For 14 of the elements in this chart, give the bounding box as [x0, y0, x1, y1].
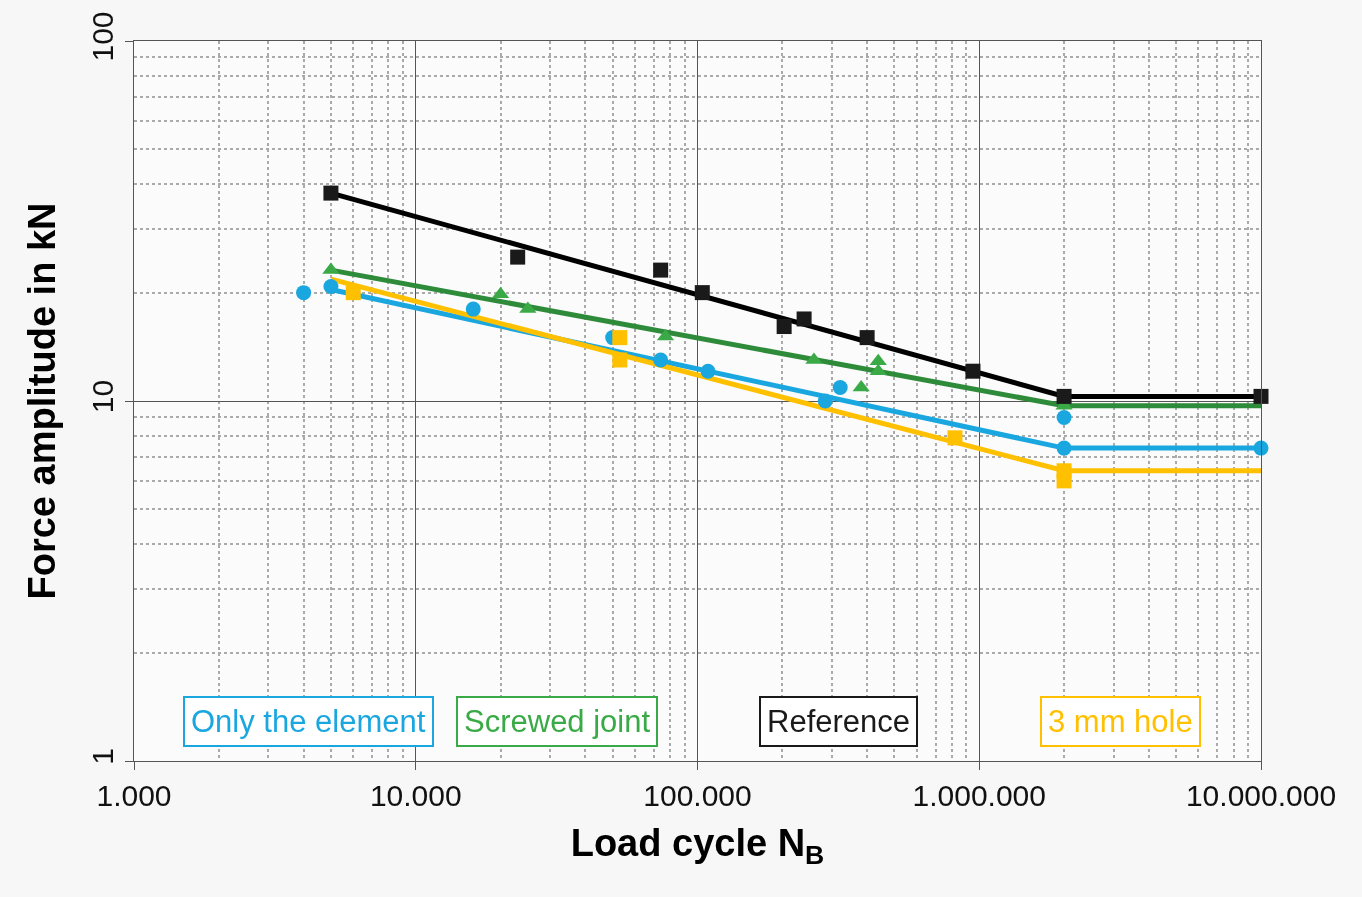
x-tick-label: 1.000 — [96, 779, 172, 812]
y-tick-label: 100 — [86, 11, 119, 62]
x-tick-label: 100.000 — [643, 779, 752, 812]
text: Screwed joint — [464, 704, 651, 739]
text: 3 mm hole — [1048, 704, 1193, 739]
y-axis-title: Force amplitude in kN — [21, 202, 64, 600]
text: Reference — [767, 704, 911, 739]
y-tick-label: 10 — [86, 379, 119, 414]
x-axis-title: Load cycle N$_{B}$ — [570, 822, 825, 871]
y-tick-label: 1 — [86, 748, 119, 765]
x-tick-label: 10.000.000 — [1185, 779, 1337, 812]
x-tick-label: 1.000.000 — [912, 779, 1046, 812]
x-tick-label: 10.000 — [369, 779, 462, 812]
text: Only the element — [191, 704, 426, 739]
